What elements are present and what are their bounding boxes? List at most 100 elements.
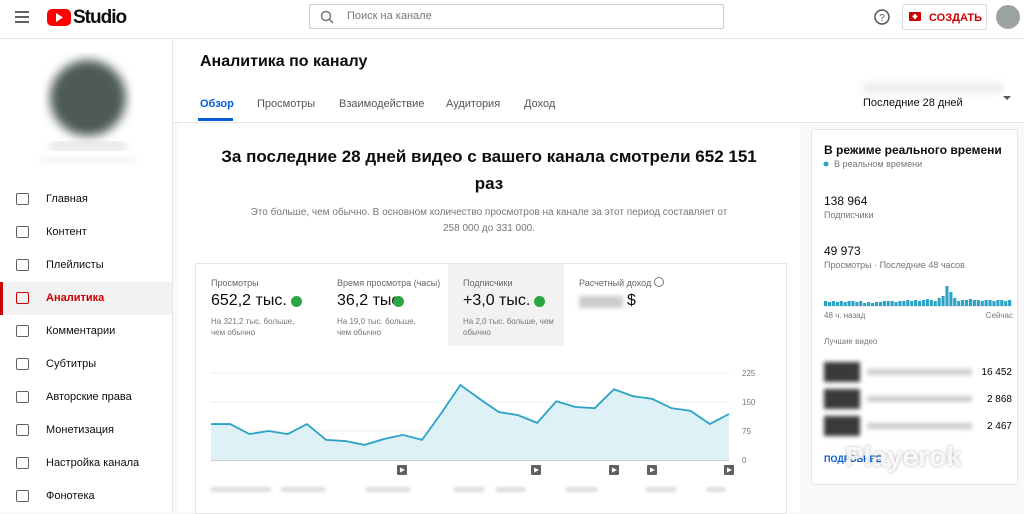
nav-item[interactable]: Фонотека: [0, 480, 172, 513]
nav-icon: [16, 259, 29, 271]
bar: [878, 302, 882, 306]
search-icon: [320, 10, 334, 24]
realtime-status: В реальном времени: [834, 159, 923, 169]
nav-icon: [16, 424, 29, 436]
nav-item[interactable]: Авторские права: [0, 381, 172, 414]
bar: [902, 301, 906, 306]
tab[interactable]: Обзор: [200, 98, 234, 110]
nav-item[interactable]: Настройка канала: [0, 447, 172, 480]
trend-up-icon: [291, 296, 302, 307]
video-marker-icon: [400, 467, 405, 473]
bar: [890, 301, 894, 306]
logo-text[interactable]: Studio: [73, 7, 127, 28]
tab-underline: [198, 118, 233, 121]
nav-icon: [16, 193, 29, 205]
nav-icon: [16, 226, 29, 238]
video-title-blurred: [867, 369, 972, 375]
bar: [882, 301, 886, 306]
x-label-blurred: [646, 487, 676, 492]
tab[interactable]: Аудитория: [446, 98, 501, 110]
area: [211, 384, 729, 460]
nav-label: Субтитры: [46, 358, 97, 370]
metric[interactable]: Подписчики +3,0 тыс. На 2,0 тыс. больше, ч…: [448, 264, 564, 346]
nav-item[interactable]: Главная: [0, 183, 172, 216]
bar: [874, 302, 879, 306]
bar: [867, 302, 871, 306]
y-tick-label: 75: [742, 427, 751, 436]
bar: [843, 302, 847, 306]
watermark: Playerok: [845, 441, 962, 472]
more-link[interactable]: ПОДРОБНЕЕ: [824, 454, 882, 464]
nav-label: Комментарии: [46, 325, 116, 337]
line: [211, 383, 730, 446]
nav-icon: [16, 325, 29, 337]
bar: [996, 300, 1000, 306]
dropdown-icon[interactable]: [1002, 93, 1012, 103]
metric[interactable]: Просмотры 652,2 тыс. На 321,2 тыс. больше,…: [196, 264, 312, 346]
tab[interactable]: Взаимодействие: [339, 98, 425, 110]
channel-avatar: [40, 60, 136, 163]
bar: [945, 286, 949, 306]
nav-item[interactable]: Монетизация: [0, 414, 172, 447]
tab[interactable]: Просмотры: [257, 98, 316, 110]
bar: [941, 296, 945, 306]
bar: [929, 300, 933, 306]
subscribers-label: Подписчики: [824, 210, 874, 220]
top-bar: Studio Поиск на канале ? СОЗДАТЬ: [0, 0, 1024, 39]
bar: [914, 300, 918, 306]
metric-label: Подписчики: [463, 278, 513, 288]
headline: За последние 28 дней видео с вашего кана…: [221, 147, 757, 193]
create-label: СОЗДАТЬ: [929, 12, 982, 24]
nav-icon: [16, 490, 29, 502]
bar: [824, 301, 828, 306]
bar: [855, 302, 859, 306]
views-value: 49 973: [824, 244, 861, 258]
nav-item[interactable]: Контент: [0, 216, 172, 249]
metric-value: 652,2 тыс.: [211, 292, 287, 309]
y-tick-label: 225: [742, 369, 756, 378]
metric[interactable]: Время просмотра (часы) 36,2 тыс. На 19,0 т…: [322, 264, 440, 346]
metric-note: На 2,0 тыс. больше, чем обычно: [463, 317, 554, 337]
page-header: Аналитика по каналу Последние 28 дней Об…: [173, 39, 1024, 123]
video-views: 2 467: [987, 421, 1012, 432]
metric-value: +3,0 тыс.: [463, 292, 531, 309]
bar-start-label: 48 ч. назад: [824, 311, 866, 320]
bar: [871, 303, 875, 306]
y-tick-label: 150: [742, 398, 756, 407]
bar: [984, 300, 988, 306]
bar: [1008, 300, 1012, 306]
nav-item[interactable]: Аналитика: [0, 282, 172, 315]
create-icon: [909, 12, 921, 21]
tab[interactable]: Доход: [524, 98, 556, 110]
nav-icon: [16, 292, 29, 304]
bar: [1004, 301, 1008, 306]
trend-up-icon: [393, 296, 404, 307]
x-label-blurred: [454, 487, 484, 492]
search-box[interactable]: Поиск на канале: [309, 4, 724, 29]
logo-icon[interactable]: [46, 0, 126, 38]
bar: [968, 299, 973, 306]
video-marker-icon: [612, 467, 617, 473]
metric-value-blurred: [579, 296, 623, 308]
bar: [831, 301, 835, 306]
avatar[interactable]: [996, 5, 1020, 29]
nav-item[interactable]: Комментарии: [0, 315, 172, 348]
bar: [921, 300, 926, 306]
menu-icon[interactable]: [0, 0, 40, 38]
bar: [894, 302, 898, 306]
create-button[interactable]: СОЗДАТЬ: [902, 4, 987, 30]
bar: [839, 301, 843, 306]
metric-note: На 19,0 тыс. больше, чем обычно: [337, 317, 416, 337]
help-icon[interactable]: ?: [873, 8, 893, 28]
nav-item[interactable]: Плейлисты: [0, 249, 172, 282]
nav-label: Главная: [46, 193, 88, 205]
video-thumb: [824, 389, 860, 409]
nav-item[interactable]: Субтитры: [0, 348, 172, 381]
date-range[interactable]: Последние 28 дней: [863, 97, 963, 109]
metric[interactable]: Расчетный доход $: [564, 264, 784, 346]
bar: [886, 301, 890, 306]
nav-label: Фонотека: [46, 490, 95, 502]
bar: [863, 303, 867, 306]
nav-icon: [16, 457, 29, 469]
